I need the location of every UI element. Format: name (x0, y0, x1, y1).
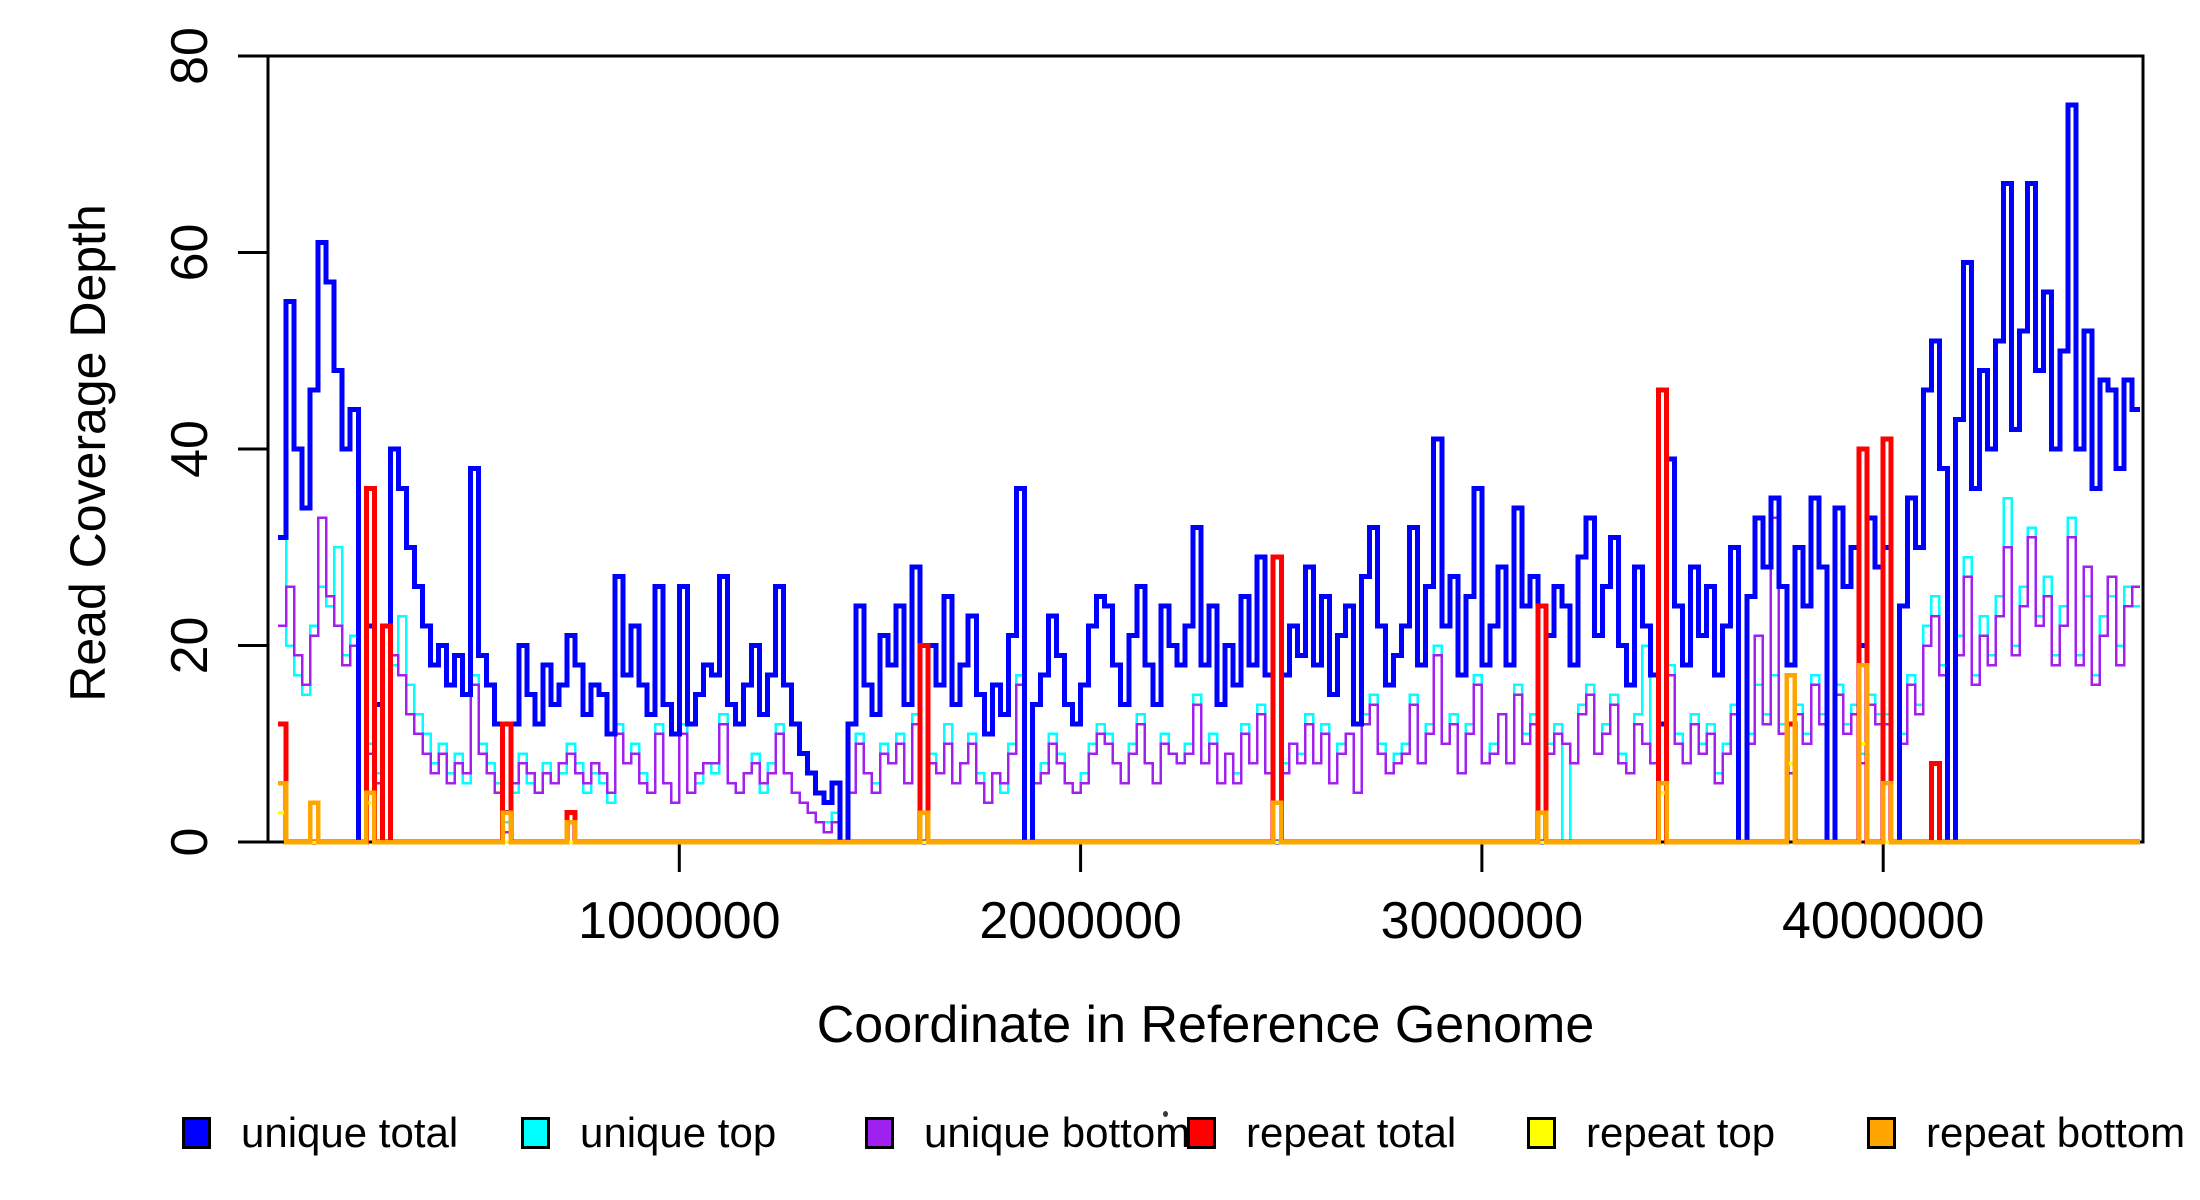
stray-dot (1163, 1111, 1168, 1117)
y-tick-label: 80 (161, 27, 219, 85)
series-repeat-bottom (278, 662, 2140, 845)
y-tick-label: 20 (161, 617, 219, 675)
x-axis-title: Coordinate in Reference Genome (816, 996, 1595, 1054)
series-group (278, 102, 2140, 845)
series-unique-total (278, 102, 2140, 845)
y-tick-label: 40 (161, 420, 219, 478)
y-tick-label: 0 (161, 828, 219, 857)
x-tick-label: 2000000 (979, 892, 1181, 950)
x-tick-label: 1000000 (578, 892, 780, 950)
y-axis-title: Read Coverage Depth (60, 204, 116, 702)
y-tick-label: 60 (161, 224, 219, 282)
x-tick-label: 3000000 (1381, 892, 1583, 950)
x-tick-label: 4000000 (1782, 892, 1984, 950)
